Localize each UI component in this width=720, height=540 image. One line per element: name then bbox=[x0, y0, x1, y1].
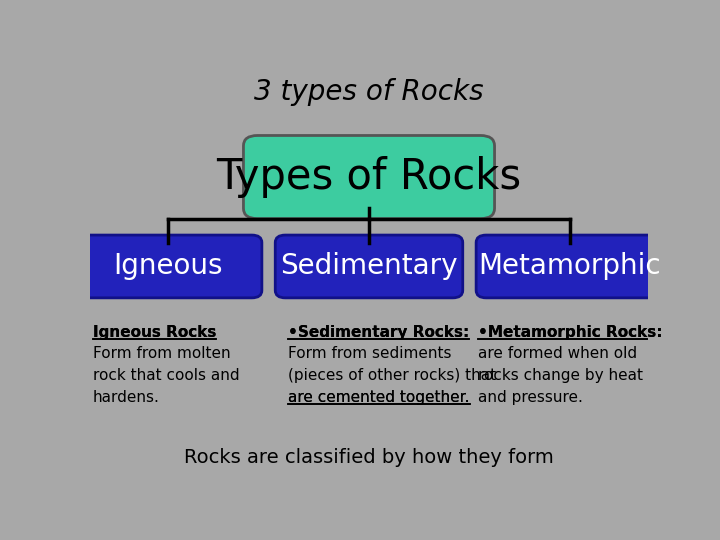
Text: and pressure.: and pressure. bbox=[478, 389, 582, 404]
Text: are cemented together.: are cemented together. bbox=[288, 389, 469, 404]
Text: rock that cools and: rock that cools and bbox=[93, 368, 240, 383]
Text: (pieces of other rocks) that: (pieces of other rocks) that bbox=[288, 368, 496, 383]
FancyBboxPatch shape bbox=[476, 235, 664, 298]
Text: •Sedimentary Rocks:: •Sedimentary Rocks: bbox=[288, 325, 469, 340]
Text: Form from molten: Form from molten bbox=[93, 346, 230, 361]
Text: rocks change by heat: rocks change by heat bbox=[478, 368, 643, 383]
Text: 3 types of Rocks: 3 types of Rocks bbox=[254, 78, 484, 106]
Text: Form from sediments: Form from sediments bbox=[288, 346, 451, 361]
Text: •Sedimentary Rocks:: •Sedimentary Rocks: bbox=[288, 325, 469, 340]
Text: Types of Rocks: Types of Rocks bbox=[217, 156, 521, 198]
Text: Sedimentary: Sedimentary bbox=[280, 253, 458, 280]
Text: are cemented together.: are cemented together. bbox=[288, 389, 469, 404]
Text: Igneous Rocks: Igneous Rocks bbox=[93, 325, 216, 340]
FancyBboxPatch shape bbox=[275, 235, 463, 298]
Text: are formed when old: are formed when old bbox=[478, 346, 637, 361]
Text: Rocks are classified by how they form: Rocks are classified by how they form bbox=[184, 448, 554, 467]
Text: hardens.: hardens. bbox=[93, 389, 160, 404]
Text: Metamorphic: Metamorphic bbox=[479, 253, 661, 280]
Text: •Metamorphic Rocks:: •Metamorphic Rocks: bbox=[478, 325, 662, 340]
Text: •Metamorphic Rocks:: •Metamorphic Rocks: bbox=[478, 325, 662, 340]
Text: Igneous: Igneous bbox=[113, 253, 223, 280]
FancyBboxPatch shape bbox=[74, 235, 262, 298]
FancyBboxPatch shape bbox=[243, 136, 495, 219]
Text: Igneous Rocks: Igneous Rocks bbox=[93, 325, 216, 340]
